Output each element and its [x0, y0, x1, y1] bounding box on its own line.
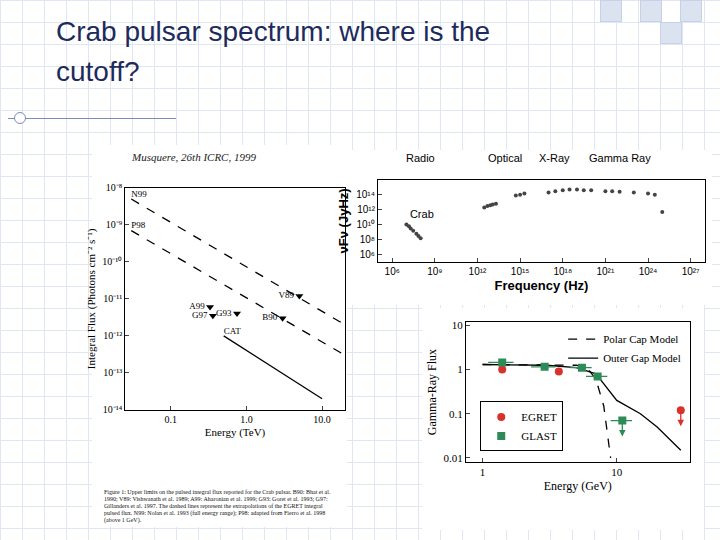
svg-text:10¹⁴: 10¹⁴	[356, 189, 375, 200]
svg-text:N99: N99	[131, 189, 147, 199]
svg-text:10⁻¹⁴: 10⁻¹⁴	[103, 404, 123, 415]
svg-text:A99: A99	[189, 301, 205, 311]
svg-text:Outer Gap Model: Outer Gap Model	[603, 352, 681, 364]
svg-text:10⁻⁸: 10⁻⁸	[106, 182, 123, 193]
svg-text:Frequency (Hz): Frequency (Hz)	[494, 278, 588, 293]
svg-text:0.01: 0.01	[443, 452, 462, 464]
svg-text:10⁻¹²: 10⁻¹²	[103, 330, 122, 341]
svg-text:10.0: 10.0	[313, 414, 331, 425]
svg-text:EGRET: EGRET	[521, 411, 557, 423]
svg-text:Crab: Crab	[410, 208, 434, 220]
svg-text:10⁻¹¹: 10⁻¹¹	[103, 293, 122, 304]
svg-text:10¹²: 10¹²	[357, 204, 375, 215]
html-text:Crab pulsar spectrum: where is: Crab pulsar spectrum: where is the cutof…	[56, 16, 491, 87]
svg-text:10²⁴: 10²⁴	[639, 266, 658, 277]
svg-text:10⁻⁹: 10⁻⁹	[106, 219, 123, 230]
svg-text:Radio: Radio	[406, 152, 435, 164]
svg-text:10¹²: 10¹²	[469, 266, 487, 277]
svg-text:10⁸: 10⁸	[360, 234, 375, 245]
svg-text:10⁶: 10⁶	[360, 249, 375, 260]
svg-text:10²⁷: 10²⁷	[682, 266, 700, 277]
svg-text:1: 1	[457, 363, 463, 375]
svg-text:V89: V89	[278, 290, 294, 300]
svg-text:10¹⁸: 10¹⁸	[553, 266, 572, 277]
svg-text:B90: B90	[262, 312, 278, 322]
svg-text:1.0: 1.0	[240, 414, 253, 425]
svg-text:1: 1	[480, 466, 486, 478]
svg-text:10¹⁰: 10¹⁰	[357, 219, 375, 230]
svg-text:10: 10	[611, 466, 623, 478]
svg-text:Energy (TeV): Energy (TeV)	[205, 426, 266, 439]
html-text:Figure 1: Upper limits on the: Figure 1: Upper limits on the pulsed int…	[104, 489, 331, 523]
svg-text:G97: G97	[192, 310, 208, 320]
svg-text:P98: P98	[131, 220, 146, 230]
svg-text:Polar Cap Model: Polar Cap Model	[603, 333, 678, 345]
svg-text:X-Ray: X-Ray	[539, 152, 570, 164]
svg-text:10⁹: 10⁹	[427, 266, 442, 277]
svg-text:Gamma Ray: Gamma Ray	[589, 152, 651, 164]
svg-text:Energy (GeV): Energy (GeV)	[544, 479, 612, 493]
html-text:Musquere, 26th ICRC, 1999: Musquere, 26th ICRC, 1999	[132, 151, 256, 163]
svg-text:10¹⁵: 10¹⁵	[511, 266, 530, 277]
svg-text:0.1: 0.1	[165, 414, 178, 425]
svg-text:10⁻¹³: 10⁻¹³	[103, 367, 122, 378]
svg-text:0.1: 0.1	[449, 408, 463, 420]
svg-text:10: 10	[452, 319, 464, 331]
svg-text:νFν (JyHz): νFν (JyHz)	[336, 188, 351, 253]
svg-text:CAT: CAT	[224, 326, 242, 336]
svg-text:Integral Flux (Photons cm⁻² s⁻: Integral Flux (Photons cm⁻² s⁻¹)	[85, 228, 98, 369]
svg-text:10⁻¹⁰: 10⁻¹⁰	[102, 256, 122, 267]
svg-text:10⁶: 10⁶	[385, 266, 400, 277]
svg-text:GLAST: GLAST	[521, 430, 557, 442]
svg-text:Gamma-Ray Flux: Gamma-Ray Flux	[425, 349, 439, 435]
svg-text:G93: G93	[216, 308, 232, 318]
svg-text:10²¹: 10²¹	[596, 266, 614, 277]
svg-text:Optical: Optical	[488, 152, 522, 164]
